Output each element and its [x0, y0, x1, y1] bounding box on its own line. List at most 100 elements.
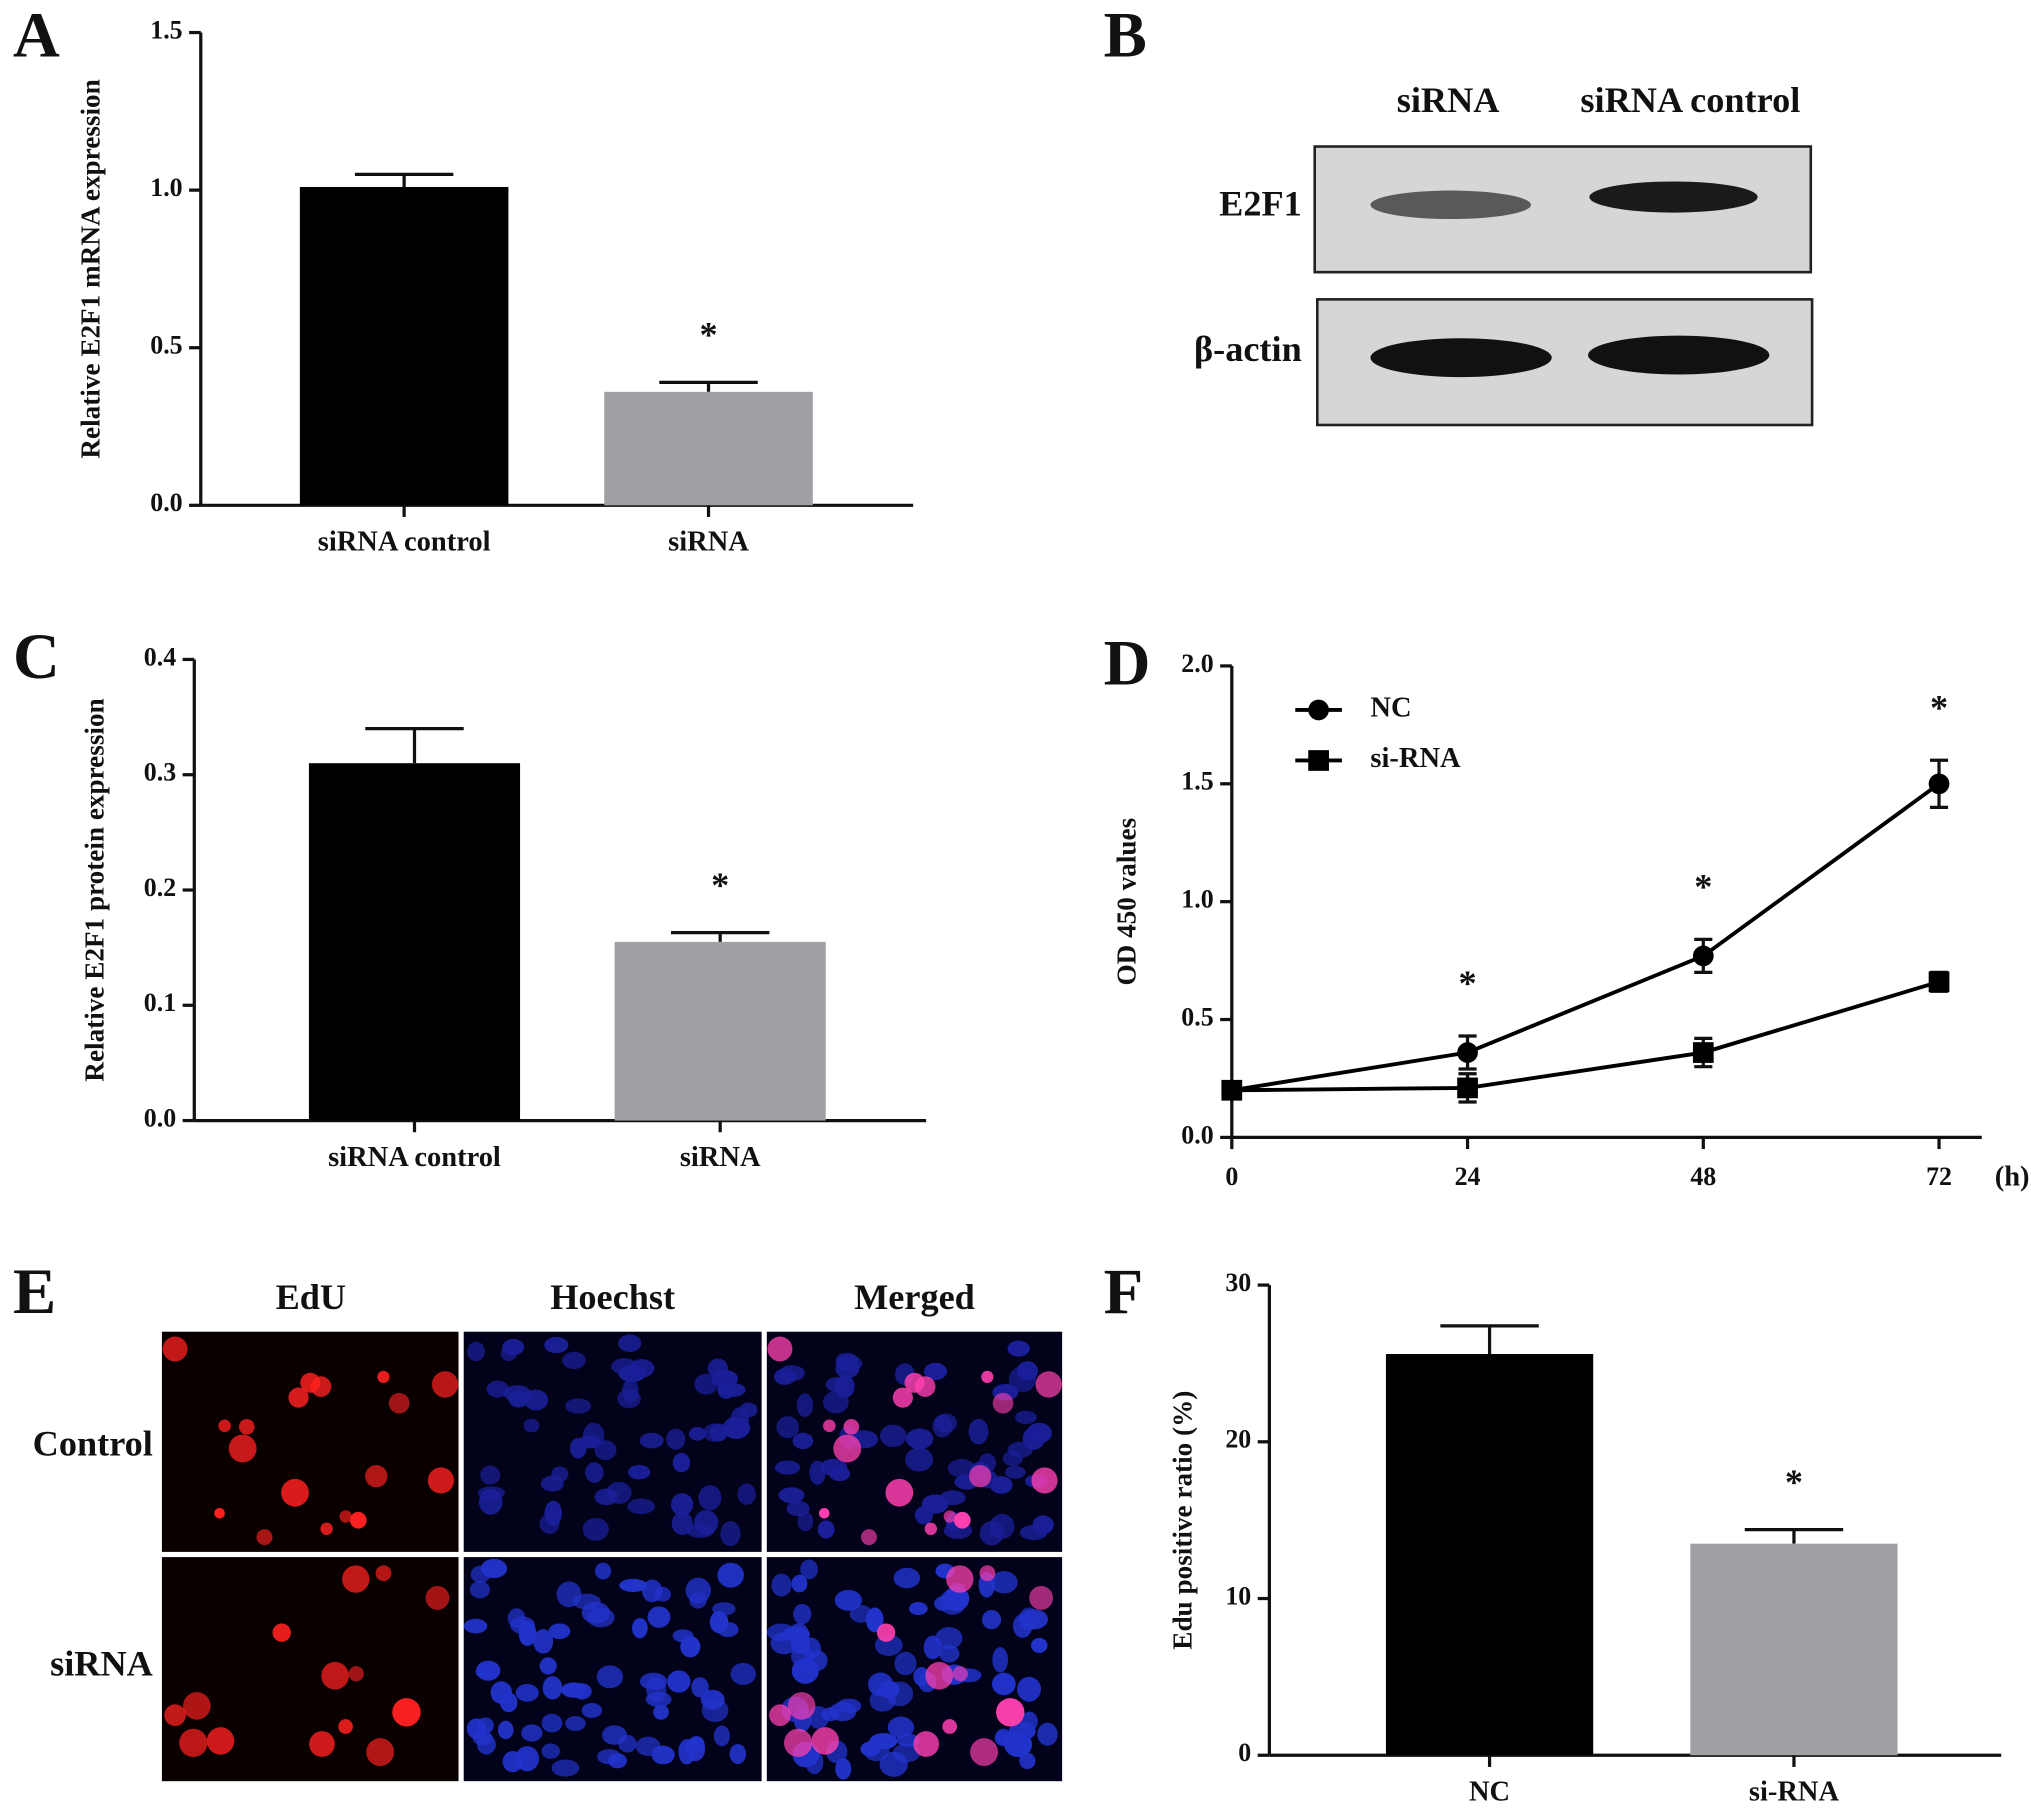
nucleus [469, 1580, 490, 1599]
point [1457, 1077, 1478, 1099]
x-tick-label: 24 [1455, 1162, 1481, 1191]
nucleus [524, 1389, 549, 1411]
nucleus [1031, 1467, 1058, 1494]
panel-label: F [1104, 1256, 1144, 1328]
nucleus [992, 1392, 1014, 1414]
nucleus [218, 1419, 231, 1433]
nucleus [769, 1704, 791, 1727]
nucleus [238, 1418, 255, 1435]
nucleus [923, 1362, 948, 1381]
nucleus [909, 1602, 928, 1616]
nucleus [694, 1373, 719, 1395]
nucleus [179, 1728, 208, 1757]
nucleus [565, 1398, 592, 1414]
nucleus [700, 1689, 725, 1710]
nucleus [996, 1698, 1025, 1727]
y-tick-label: 0.2 [144, 873, 176, 902]
nucleus [338, 1719, 353, 1734]
significance: * [699, 315, 717, 355]
nucleus [834, 1589, 863, 1611]
nucleus [1007, 1340, 1030, 1357]
significance: * [1694, 866, 1712, 906]
nucleus [979, 1565, 996, 1582]
nucleus [939, 1644, 960, 1663]
nucleus [776, 1416, 800, 1439]
point [1692, 945, 1714, 967]
nucleus [618, 1334, 642, 1353]
nucleus [214, 1508, 225, 1519]
nucleus [670, 1493, 694, 1516]
nucleus [698, 1485, 722, 1511]
nucleus [688, 1426, 707, 1441]
nucleus [796, 1393, 814, 1418]
y-tick-label: 0.0 [150, 488, 182, 517]
nucleus [425, 1586, 450, 1610]
nucleus [893, 1567, 921, 1589]
nucleus [467, 1341, 485, 1362]
point [1928, 773, 1950, 795]
nucleus [388, 1392, 410, 1414]
x-tick-label: siRNA [668, 527, 749, 558]
nucleus [544, 1336, 569, 1354]
nucleus [320, 1522, 333, 1536]
nucleus [991, 1672, 1016, 1696]
nucleus [366, 1738, 395, 1767]
y-tick-label: 0.1 [144, 988, 176, 1017]
nucleus [865, 1607, 884, 1633]
line [1231, 782, 1941, 1093]
nucleus [653, 1704, 669, 1720]
x-tick-label: NC [1469, 1777, 1510, 1808]
nucleus [672, 1452, 691, 1473]
nucleus [793, 1603, 812, 1625]
nucleus [617, 1388, 641, 1409]
nucleus [594, 1562, 612, 1580]
nucleus [510, 1616, 536, 1635]
nucleus [486, 1380, 509, 1398]
nucleus [581, 1601, 611, 1624]
nucleus [739, 1402, 758, 1418]
nucleus [478, 1489, 503, 1515]
significance: * [1458, 963, 1476, 1003]
nucleus [894, 1651, 917, 1676]
nucleus [723, 1416, 751, 1439]
nucleus [823, 1390, 849, 1414]
significance: * [1785, 1462, 1803, 1502]
nucleus [685, 1577, 711, 1604]
y-tick-label: 1.0 [1181, 885, 1213, 914]
nucleus [924, 1522, 938, 1536]
y-axis-title: Edu positive ratio (%) [1167, 1391, 1197, 1650]
y-axis-title: OD 450 values [1112, 818, 1142, 986]
row-label: siRNA [50, 1644, 153, 1684]
micrographs [161, 1331, 1063, 1782]
nucleus [667, 1670, 691, 1693]
nucleus [647, 1606, 671, 1628]
lane-label: siRNA control [1580, 80, 1800, 120]
nucleus [1031, 1637, 1048, 1653]
x-tick-label: siRNA control [318, 527, 491, 558]
x-tick-label: 48 [1690, 1162, 1716, 1191]
y-tick-label: 0 [1238, 1738, 1251, 1767]
nucleus [515, 1683, 539, 1702]
legend-label: NC [1370, 693, 1411, 724]
nucleus [707, 1358, 728, 1379]
nucleus [578, 1435, 601, 1449]
bar [308, 763, 521, 1121]
nucleus [310, 1376, 332, 1397]
bar [1385, 1354, 1594, 1756]
nucleus [627, 1498, 655, 1515]
nucleus [1029, 1586, 1054, 1610]
nucleus [556, 1581, 582, 1608]
nucleus [835, 1355, 863, 1372]
nucleus [627, 1464, 651, 1480]
y-tick-label: 0.5 [1181, 1002, 1213, 1031]
nucleus [823, 1419, 836, 1433]
significance: * [1930, 687, 1948, 727]
nucleus [905, 1447, 934, 1472]
nucleus [540, 1475, 564, 1492]
nucleus [1032, 1515, 1054, 1535]
nucleus [860, 1529, 877, 1546]
bar [614, 941, 826, 1121]
nucleus [639, 1672, 668, 1691]
nucleus [970, 1738, 999, 1767]
nucleus [541, 1713, 563, 1733]
